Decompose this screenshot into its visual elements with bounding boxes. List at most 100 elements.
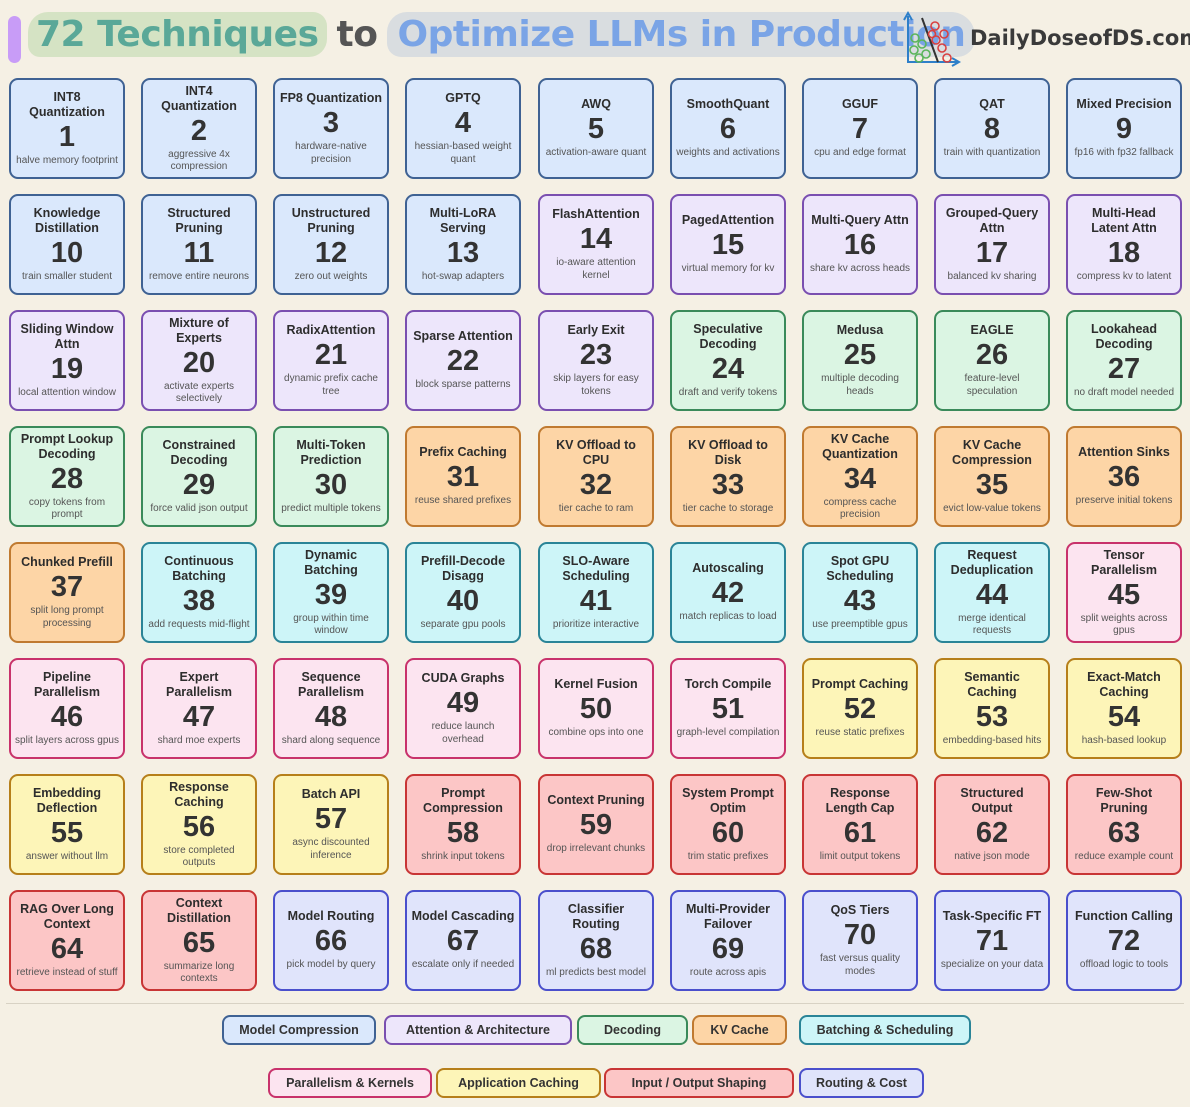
technique-title: INT4 Quantization <box>161 83 237 113</box>
technique-title: FlashAttention <box>552 207 640 221</box>
technique-number: 10 <box>50 236 84 269</box>
technique-card: Sliding Window Attn 19 local attention win… <box>9 310 125 411</box>
technique-number: 25 <box>843 339 877 371</box>
technique-number: 67 <box>446 925 480 958</box>
technique-description: compress kv to latent <box>1076 270 1172 282</box>
technique-description: summarize long contexts <box>163 960 235 985</box>
technique-description: embedding-based hits <box>942 734 1042 746</box>
technique-description: force valid json output <box>150 502 248 514</box>
technique-description: weights and activations <box>676 147 780 159</box>
technique-description: shard moe experts <box>157 734 241 746</box>
technique-title: RadixAttention <box>286 323 376 337</box>
technique-card: Tensor Parallelism 45 split weights across… <box>1066 542 1182 643</box>
title-highlight-2: Optimize LLMs in Production <box>387 12 976 57</box>
legend-item-attention: Attention & Architecture <box>384 1015 572 1045</box>
technique-title: AWQ <box>581 97 611 112</box>
technique-title: KV Offload to CPU <box>556 437 636 467</box>
technique-card: Exact-Match Caching 54 hash-based lookup <box>1066 658 1182 759</box>
technique-title: Medusa <box>836 323 884 337</box>
technique-title: Spot GPU Scheduling <box>826 553 894 583</box>
technique-card: Expert Parallelism 47 shard moe experts <box>141 658 257 759</box>
technique-description: combine ops into one <box>548 727 644 739</box>
technique-title: GGUF <box>841 97 879 112</box>
technique-title: Response Caching <box>169 779 229 809</box>
technique-description: reduce launch overhead <box>431 721 495 745</box>
technique-description: add requests mid-flight <box>148 618 250 630</box>
technique-number: 18 <box>1107 236 1141 269</box>
technique-number: 36 <box>1107 461 1141 494</box>
technique-description: fast versus quality modes <box>819 953 901 977</box>
technique-description: group within time window <box>293 612 369 637</box>
technique-card: Sparse Attention 22 block sparse patterns <box>405 310 521 411</box>
technique-card: Semantic Caching 53 embedding-based hits <box>934 658 1050 759</box>
technique-title: PagedAttention <box>681 213 775 228</box>
technique-card: Attention Sinks 36 preserve initial tokens <box>1066 426 1182 527</box>
technique-description: evict low-value tokens <box>943 502 1041 514</box>
technique-number: 2 <box>190 114 208 147</box>
technique-description: shard along sequence <box>281 734 381 746</box>
technique-description: train smaller student <box>21 270 113 282</box>
legend-item-appcache: Application Caching <box>436 1068 601 1098</box>
technique-number: 7 <box>851 113 869 146</box>
technique-title: Early Exit <box>567 323 625 337</box>
technique-title: Model Routing <box>287 909 375 924</box>
technique-card: GGUF 7 cpu and edge format <box>802 78 918 179</box>
technique-title: Attention Sinks <box>1078 445 1170 460</box>
technique-description: hardware-native precision <box>295 141 367 165</box>
technique-title: Classifier Routing <box>567 901 625 931</box>
technique-number: 14 <box>579 223 613 255</box>
technique-card: System Prompt Optim 60 trim static prefixe… <box>670 774 786 875</box>
technique-card: GPTQ 4 hessian-based weight quant <box>405 78 521 179</box>
technique-card: Speculative Decoding 24 draft and verify t… <box>670 310 786 411</box>
technique-title: Constrained Decoding <box>162 437 236 467</box>
technique-number: 56 <box>182 810 216 843</box>
technique-title: Sliding Window Attn <box>20 321 114 351</box>
technique-card: Pipeline Parallelism 46 split layers acros… <box>9 658 125 759</box>
technique-description: prioritize interactive <box>552 618 640 630</box>
technique-card: Autoscaling 42 match replicas to load <box>670 542 786 643</box>
title-connector: to <box>336 14 378 55</box>
technique-description: hash-based lookup <box>1081 734 1167 746</box>
technique-number: 49 <box>446 687 480 719</box>
technique-title: Torch Compile <box>684 677 772 692</box>
technique-number: 39 <box>314 578 348 611</box>
technique-title: Mixture of Experts <box>169 315 229 345</box>
technique-number: 16 <box>843 229 877 262</box>
technique-description: zero out weights <box>294 270 368 282</box>
technique-title: Prompt Caching <box>811 677 909 692</box>
technique-description: offload logic to tools <box>1079 959 1169 971</box>
technique-description: compress cache precision <box>823 496 897 521</box>
technique-title: Prompt Lookup Decoding <box>20 431 114 461</box>
technique-title: Kernel Fusion <box>554 677 638 692</box>
technique-number: 69 <box>711 932 745 965</box>
technique-title: Pipeline Parallelism <box>33 669 100 699</box>
technique-number: 9 <box>1115 113 1133 146</box>
technique-card: SLO-Aware Scheduling 41 prioritize interac… <box>538 542 654 643</box>
technique-card: FlashAttention 14 io-aware attention kerne… <box>538 194 654 295</box>
technique-number: 12 <box>314 236 348 269</box>
technique-card: QAT 8 train with quantization <box>934 78 1050 179</box>
technique-card: Kernel Fusion 50 combine ops into one <box>538 658 654 759</box>
technique-number: 66 <box>314 925 348 958</box>
technique-number: 21 <box>314 339 348 371</box>
technique-description: use preemptible gpus <box>812 618 908 630</box>
technique-number: 6 <box>719 113 737 146</box>
technique-title: Task-Specific FT <box>942 909 1042 924</box>
technique-number: 17 <box>975 236 1009 269</box>
technique-number: 50 <box>579 693 613 726</box>
technique-description: limit output tokens <box>819 850 901 862</box>
technique-number: 65 <box>182 926 216 959</box>
technique-description: io-aware attention kernel <box>556 257 636 281</box>
technique-card: Lookahead Decoding 27 no draft model neede… <box>1066 310 1182 411</box>
technique-card: Multi-Head Latent Attn 18 compress kv to l… <box>1066 194 1182 295</box>
technique-number: 43 <box>843 584 877 617</box>
technique-number: 5 <box>587 113 605 146</box>
technique-description: share kv across heads <box>809 263 911 275</box>
technique-title: Multi-Head Latent Attn <box>1091 205 1157 235</box>
technique-card: Mixture of Experts 20 activate experts sel… <box>141 310 257 411</box>
technique-card: EAGLE 26 feature-level speculation <box>934 310 1050 411</box>
technique-description: local attention window <box>18 386 116 398</box>
technique-description: ml predicts best model <box>545 966 647 978</box>
technique-card: Dynamic Batching 39 group within time wind… <box>273 542 389 643</box>
header: 72 Techniques to Optimize LLMs in Produc… <box>0 0 1190 76</box>
